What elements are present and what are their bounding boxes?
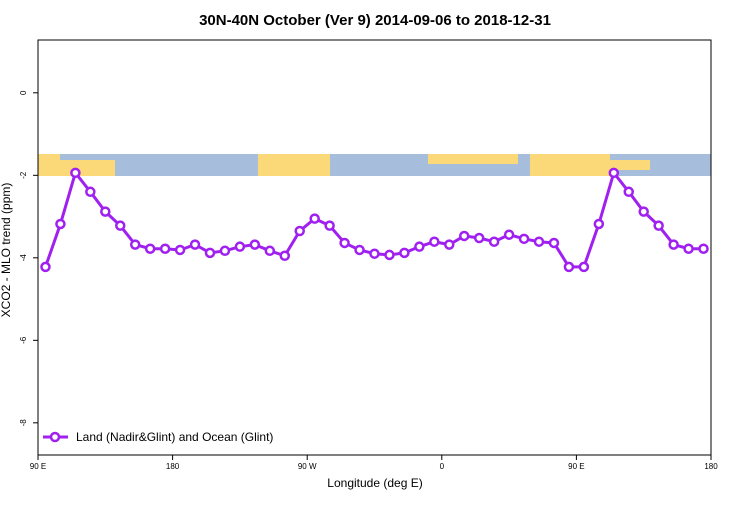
point	[399, 247, 410, 259]
point	[593, 218, 605, 230]
point	[384, 249, 395, 261]
legend-marker	[49, 431, 61, 443]
point	[638, 206, 649, 217]
land	[610, 160, 650, 170]
point	[55, 218, 66, 230]
x-tick-label: 0	[440, 462, 445, 471]
point	[115, 220, 126, 231]
point	[683, 243, 694, 254]
land	[258, 154, 330, 176]
x-tick-label: 90 E	[30, 462, 46, 471]
point	[249, 239, 261, 250]
point	[414, 241, 425, 252]
point	[219, 245, 231, 257]
point	[264, 245, 276, 257]
point	[40, 261, 51, 273]
point	[369, 248, 380, 259]
point	[444, 239, 455, 250]
point	[309, 213, 320, 224]
point	[533, 236, 545, 247]
point	[174, 244, 186, 256]
land	[530, 154, 610, 176]
point	[100, 206, 111, 217]
point	[623, 186, 634, 198]
point	[294, 225, 305, 237]
point	[279, 250, 291, 262]
point	[668, 239, 679, 250]
y-tick-label: 0	[19, 90, 28, 95]
point	[354, 244, 365, 256]
land	[38, 154, 60, 176]
x-tick-label: 180	[166, 462, 180, 471]
point	[563, 261, 575, 273]
y-tick-label: -8	[19, 419, 28, 427]
point	[144, 243, 156, 254]
point	[653, 220, 664, 231]
land	[428, 154, 518, 164]
y-tick-label: -2	[19, 171, 28, 179]
point	[518, 233, 530, 245]
x-axis-label: Longitude (deg E)	[327, 476, 422, 490]
point	[473, 232, 485, 244]
point	[70, 167, 81, 179]
plot-frame	[37, 39, 712, 456]
point	[234, 241, 246, 252]
point	[339, 237, 350, 249]
land	[60, 160, 115, 176]
x-tick-label: 90 W	[298, 462, 317, 471]
point	[698, 243, 709, 254]
point	[429, 236, 440, 247]
x-tick-label: 90 E	[568, 462, 584, 471]
point	[488, 236, 500, 247]
point	[189, 239, 201, 250]
point	[578, 261, 590, 273]
point	[458, 230, 470, 242]
legend-label: Land (Nadir&Glint) and Ocean (Glint)	[76, 430, 273, 444]
x-tick-label: 180	[704, 462, 718, 471]
point	[204, 247, 216, 259]
point	[324, 220, 335, 231]
point	[129, 239, 141, 250]
point	[85, 186, 96, 198]
point	[159, 243, 171, 254]
point	[503, 229, 515, 240]
point	[608, 167, 620, 179]
y-tick-label: -4	[19, 254, 28, 262]
y-tick-label: -6	[19, 336, 28, 344]
chart-title: 30N-40N October (Ver 9) 2014-09-06 to 20…	[199, 12, 551, 29]
y-axis-label: XCO2 - MLO trend (ppm)	[0, 183, 13, 318]
point	[548, 237, 560, 249]
